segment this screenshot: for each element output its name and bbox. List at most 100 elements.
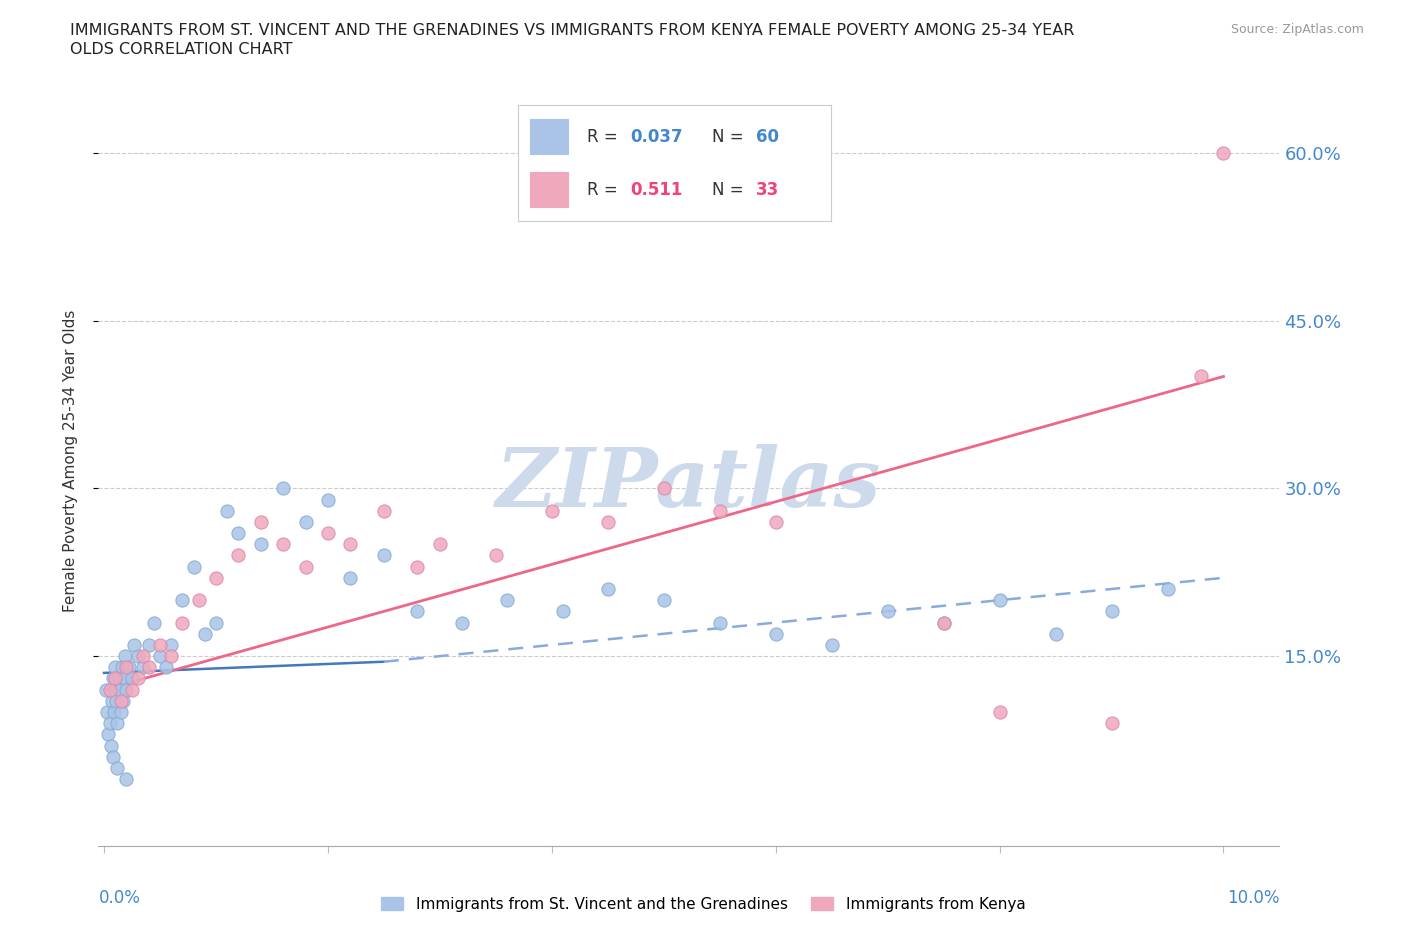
- Point: [1156, 581, 1178, 596]
- Point: [194, 626, 217, 641]
- Point: [101, 694, 124, 709]
- Text: 0.0%: 0.0%: [98, 889, 141, 907]
- Text: 10.0%: 10.0%: [1227, 889, 1279, 907]
- Y-axis label: Female Poverty Among 25-34 Year Olds: Female Poverty Among 25-34 Year Olds: [63, 309, 77, 612]
- Point: [652, 592, 675, 607]
- Point: [406, 604, 429, 618]
- Point: [271, 537, 294, 551]
- Point: [339, 537, 361, 551]
- Text: OLDS CORRELATION CHART: OLDS CORRELATION CHART: [70, 42, 292, 57]
- Point: [149, 637, 172, 652]
- Point: [96, 683, 118, 698]
- Point: [294, 514, 316, 529]
- Point: [138, 637, 160, 652]
- Point: [988, 705, 1011, 720]
- Point: [429, 537, 451, 551]
- Point: [205, 570, 228, 585]
- Text: ZIPatlas: ZIPatlas: [496, 444, 882, 524]
- Point: [111, 660, 134, 675]
- Point: [596, 514, 619, 529]
- Point: [183, 559, 205, 574]
- Text: Source: ZipAtlas.com: Source: ZipAtlas.com: [1230, 23, 1364, 36]
- Point: [709, 503, 731, 518]
- Point: [876, 604, 898, 618]
- Legend: Immigrants from St. Vincent and the Grenadines, Immigrants from Kenya: Immigrants from St. Vincent and the Gren…: [374, 890, 1032, 918]
- Point: [115, 683, 138, 698]
- Point: [1212, 145, 1234, 160]
- Point: [485, 548, 508, 563]
- Point: [540, 503, 562, 518]
- Point: [100, 738, 122, 753]
- Point: [271, 481, 294, 496]
- Point: [101, 671, 124, 686]
- Point: [98, 683, 121, 698]
- Point: [217, 503, 239, 518]
- Point: [172, 615, 194, 630]
- Point: [110, 694, 132, 709]
- Point: [188, 592, 211, 607]
- Point: [121, 671, 143, 686]
- Point: [117, 660, 139, 675]
- Point: [122, 637, 145, 652]
- Point: [373, 503, 395, 518]
- Point: [97, 727, 120, 742]
- Point: [249, 514, 271, 529]
- Point: [103, 705, 125, 720]
- Text: IMMIGRANTS FROM ST. VINCENT AND THE GRENADINES VS IMMIGRANTS FROM KENYA FEMALE P: IMMIGRANTS FROM ST. VINCENT AND THE GREN…: [70, 23, 1074, 38]
- Point: [149, 649, 172, 664]
- Point: [105, 694, 128, 709]
- Point: [96, 705, 118, 720]
- Point: [451, 615, 474, 630]
- Point: [765, 514, 787, 529]
- Point: [821, 637, 844, 652]
- Point: [104, 671, 127, 686]
- Point: [988, 592, 1011, 607]
- Point: [1045, 626, 1067, 641]
- Point: [108, 683, 131, 698]
- Point: [104, 683, 127, 698]
- Point: [228, 525, 250, 540]
- Point: [172, 592, 194, 607]
- Point: [132, 649, 155, 664]
- Point: [160, 649, 183, 664]
- Point: [114, 649, 136, 664]
- Point: [596, 581, 619, 596]
- Point: [138, 660, 160, 675]
- Point: [1189, 369, 1212, 384]
- Point: [121, 683, 143, 698]
- Point: [101, 750, 124, 764]
- Point: [932, 615, 955, 630]
- Point: [107, 761, 129, 776]
- Point: [104, 660, 127, 675]
- Point: [115, 660, 138, 675]
- Point: [294, 559, 316, 574]
- Point: [932, 615, 955, 630]
- Point: [228, 548, 250, 563]
- Point: [551, 604, 574, 618]
- Point: [107, 716, 129, 731]
- Point: [496, 592, 519, 607]
- Point: [112, 671, 135, 686]
- Point: [127, 649, 149, 664]
- Point: [132, 660, 155, 675]
- Point: [1101, 716, 1123, 731]
- Point: [143, 615, 166, 630]
- Point: [316, 492, 339, 507]
- Point: [112, 694, 135, 709]
- Point: [115, 772, 138, 787]
- Point: [249, 537, 271, 551]
- Point: [155, 660, 177, 675]
- Point: [127, 671, 149, 686]
- Point: [406, 559, 429, 574]
- Point: [1101, 604, 1123, 618]
- Point: [316, 525, 339, 540]
- Point: [765, 626, 787, 641]
- Point: [107, 671, 129, 686]
- Point: [709, 615, 731, 630]
- Point: [652, 481, 675, 496]
- Point: [98, 716, 121, 731]
- Point: [373, 548, 395, 563]
- Point: [205, 615, 228, 630]
- Point: [110, 705, 132, 720]
- Point: [339, 570, 361, 585]
